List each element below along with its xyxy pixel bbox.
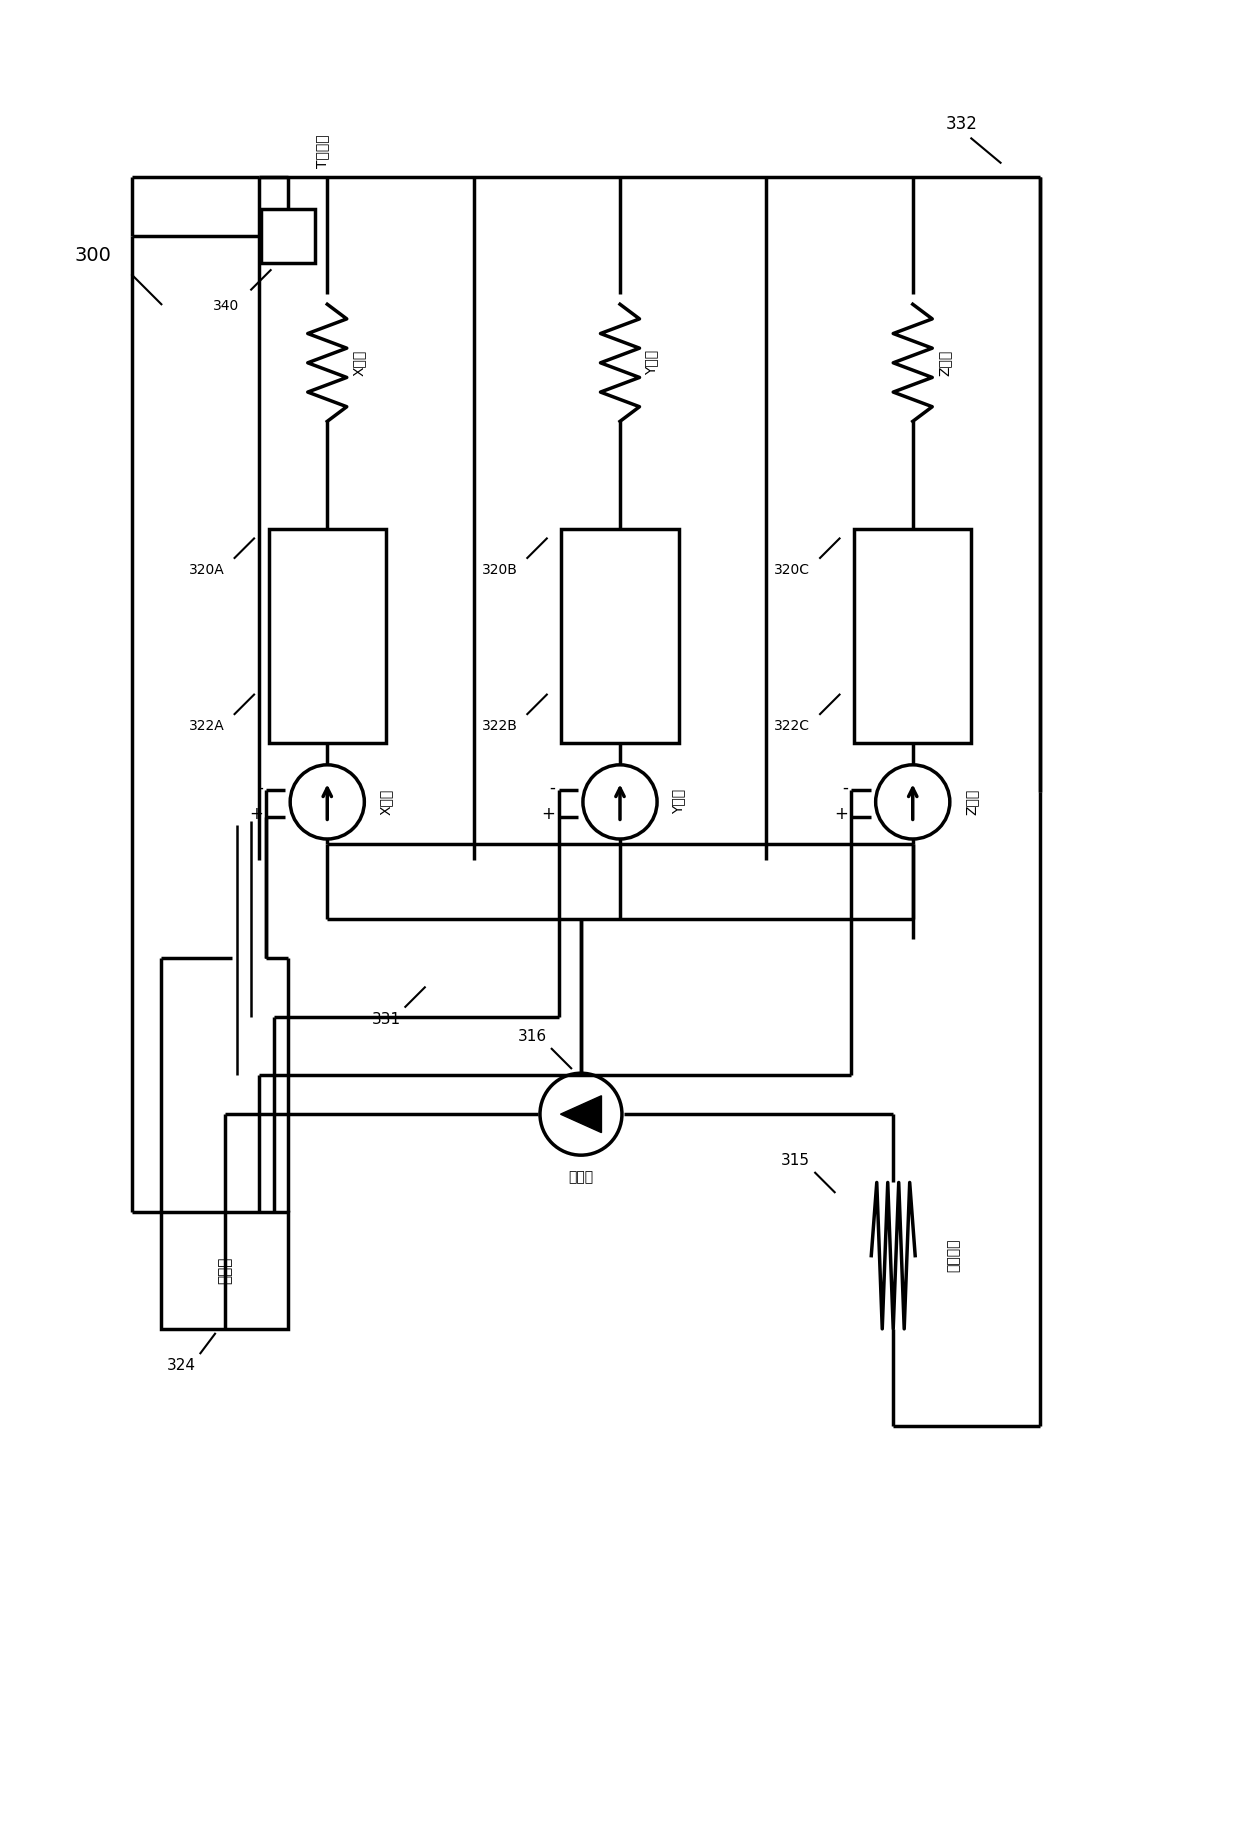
Text: 热交换器: 热交换器: [947, 1239, 961, 1273]
Text: 322A: 322A: [188, 719, 224, 734]
Text: 300: 300: [74, 246, 112, 265]
Polygon shape: [560, 1096, 601, 1133]
Text: -: -: [842, 778, 848, 796]
Text: Z流量: Z流量: [965, 789, 978, 815]
Text: 320B: 320B: [481, 563, 517, 577]
Bar: [562, 528, 678, 743]
Text: 控制器: 控制器: [217, 1256, 232, 1284]
Text: Y冷却: Y冷却: [645, 349, 658, 375]
Bar: [161, 1212, 288, 1330]
Text: -: -: [549, 778, 556, 796]
Text: 324: 324: [166, 1359, 196, 1374]
Text: 循环泵: 循环泵: [568, 1170, 594, 1184]
Text: 320C: 320C: [774, 563, 810, 577]
Bar: [854, 528, 971, 743]
Text: X冷却: X冷却: [352, 349, 366, 375]
Text: X流量: X流量: [379, 789, 393, 815]
Text: 322B: 322B: [481, 719, 517, 734]
Text: 332: 332: [946, 114, 977, 132]
Text: 315: 315: [781, 1153, 810, 1168]
Text: +: +: [835, 805, 848, 822]
Text: -: -: [257, 778, 263, 796]
Text: 316: 316: [517, 1028, 547, 1045]
Bar: [262, 210, 315, 263]
Text: 340: 340: [213, 300, 239, 313]
Bar: [269, 528, 386, 743]
Text: Z冷却: Z冷却: [937, 349, 951, 375]
Text: T传感器: T传感器: [315, 134, 330, 167]
Text: 322C: 322C: [774, 719, 810, 734]
Text: 331: 331: [371, 1011, 401, 1026]
Text: 320A: 320A: [188, 563, 224, 577]
Text: +: +: [249, 805, 263, 822]
Text: +: +: [542, 805, 556, 822]
Text: Y流量: Y流量: [672, 789, 686, 815]
